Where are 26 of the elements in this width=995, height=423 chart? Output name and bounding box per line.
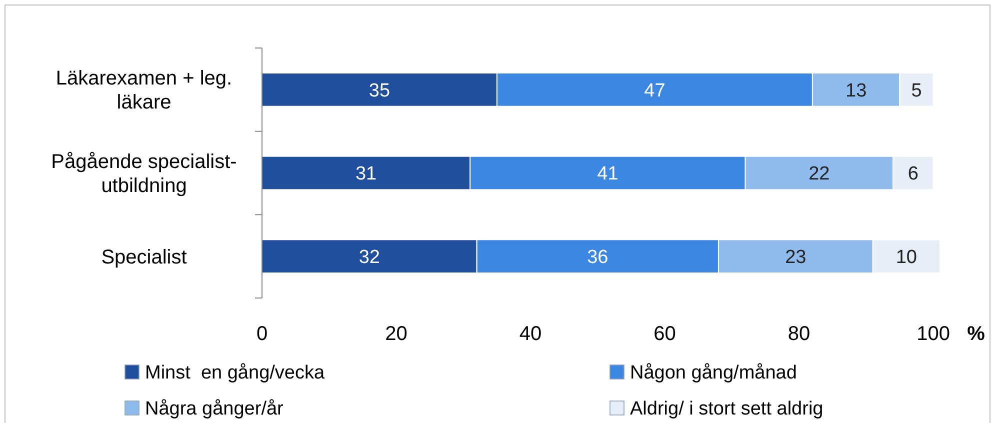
x-tick-label: 100 [916, 323, 950, 345]
x-axis-title: % [967, 323, 986, 345]
x-tick-label: 60 [654, 323, 676, 345]
legend-label: Någon gång/månad [630, 362, 797, 384]
x-tick-label: 80 [788, 323, 810, 345]
data-label: 10 [896, 246, 918, 268]
data-label: 36 [587, 246, 608, 268]
data-label: 31 [355, 164, 377, 185]
legend-label: Några gånger/år [145, 398, 284, 420]
data-label: 47 [644, 80, 666, 102]
data-label: 32 [358, 246, 380, 268]
data-label: 41 [597, 164, 618, 185]
y-tick-label: Specialist [101, 246, 188, 268]
legend-label: Minst en gång/vecka [145, 362, 325, 384]
data-label: 6 [908, 164, 918, 185]
data-label: 23 [785, 246, 806, 268]
legend-label: Aldrig/ i stort sett aldrig [630, 398, 824, 420]
x-tick-label: 20 [385, 323, 408, 345]
x-tick-label: 40 [519, 323, 542, 345]
data-label: 22 [808, 164, 830, 185]
x-tick-label: 0 [256, 323, 268, 345]
data-label: 5 [911, 80, 922, 102]
y-tick-label: Pågående specialist-utbildning [51, 151, 237, 197]
data-label: 35 [368, 80, 390, 102]
y-tick-label: Läkarexamen + leg. läkare [56, 68, 232, 114]
data-label: 13 [846, 80, 867, 102]
